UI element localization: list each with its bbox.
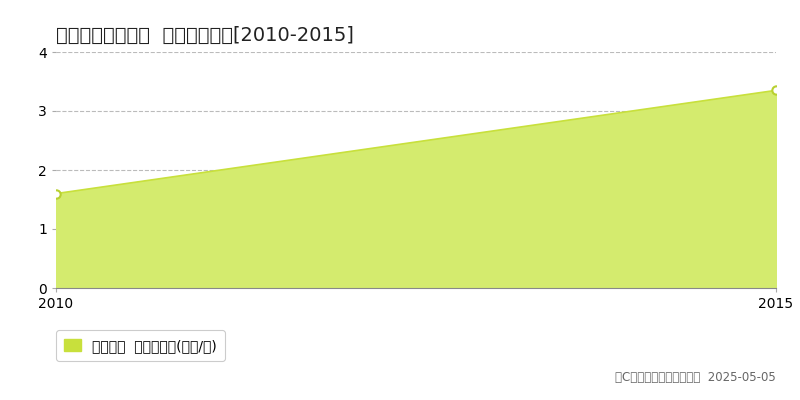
Text: （C）土地価格ドットコム  2025-05-05: （C）土地価格ドットコム 2025-05-05 [615, 371, 776, 384]
Legend: 土地価格  平均坪単価(万円/坪): 土地価格 平均坪単価(万円/坪) [56, 330, 225, 361]
Text: 紫波郡紫波町土舘  土地価格推移[2010-2015]: 紫波郡紫波町土舘 土地価格推移[2010-2015] [56, 26, 354, 45]
